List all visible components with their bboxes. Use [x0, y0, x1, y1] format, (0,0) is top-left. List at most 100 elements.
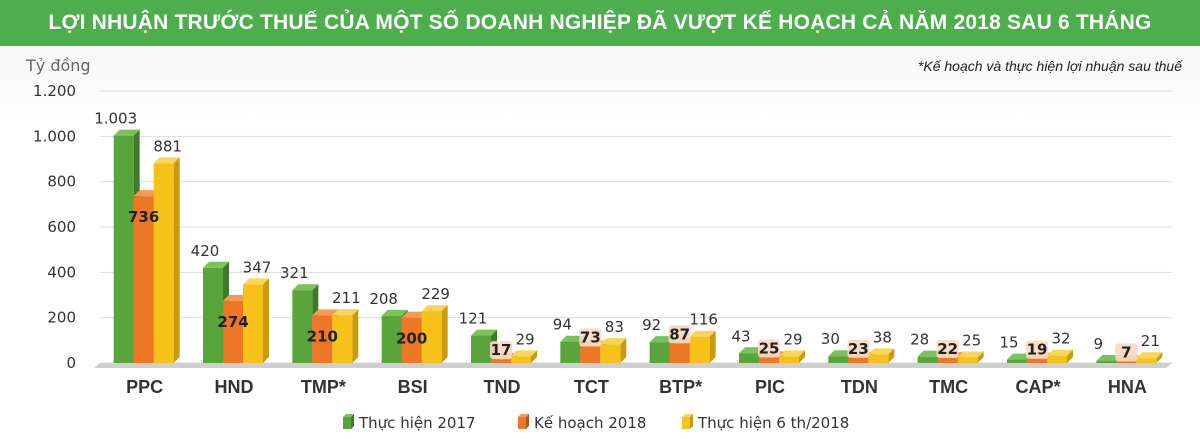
data-label: 29: [783, 330, 802, 348]
bar-top: [243, 278, 269, 285]
legend-label: Thực hiện 2017: [358, 414, 476, 432]
bar: [649, 342, 670, 363]
data-label: 29: [515, 330, 534, 348]
data-label: 121: [459, 310, 488, 328]
data-label: 200: [396, 330, 427, 348]
bar-top: [312, 309, 339, 316]
bar-side: [263, 278, 269, 363]
bar-side: [977, 351, 984, 363]
x-tick-label: HNA: [1108, 377, 1147, 397]
bar-top: [511, 350, 537, 357]
bar-side: [799, 350, 805, 363]
bar-top: [133, 190, 160, 197]
data-label: 73: [580, 328, 601, 346]
bar: [669, 343, 690, 363]
data-label: 28: [910, 331, 929, 349]
bar-top: [471, 329, 497, 336]
bar: [759, 357, 779, 363]
data-label: 32: [1051, 330, 1070, 348]
data-label-bg: [936, 340, 959, 359]
data-label: 116: [689, 311, 718, 329]
bar-top: [689, 330, 716, 337]
legend-swatch: [682, 417, 690, 429]
bar-top: [401, 311, 428, 318]
data-label: 15: [999, 334, 1018, 352]
legend-label: Kế hoạch 2018: [534, 414, 646, 432]
bar-top: [381, 309, 408, 316]
bar-top: [600, 338, 627, 345]
bar-top: [421, 305, 448, 312]
bar-top: [292, 284, 319, 291]
bar: [1096, 360, 1117, 363]
chart-title: LỢI NHUẬN TRƯỚC THUẾ CỦA MỘT SỐ DOANH NG…: [0, 0, 1200, 46]
data-label: 420: [191, 242, 220, 260]
y-tick-label: 200: [47, 309, 76, 327]
bar: [381, 315, 402, 363]
chart-note: *Kế hoạch và thực hiện lợi nhuận sau thu…: [917, 58, 1182, 74]
bar-side: [173, 157, 180, 363]
data-label: 736: [128, 208, 159, 226]
data-label: 274: [217, 313, 248, 331]
bar-top: [332, 309, 359, 316]
bar-top: [779, 350, 805, 357]
bar: [332, 315, 353, 363]
legend-swatch-side: [690, 414, 693, 429]
legend-swatch-side: [351, 414, 354, 429]
data-label: 92: [642, 316, 661, 334]
data-label: 9: [1094, 335, 1104, 353]
y-tick-label: 0: [66, 354, 76, 372]
bar: [223, 300, 243, 363]
data-label: 38: [873, 328, 892, 346]
data-label: 21: [1141, 332, 1160, 350]
data-label: 94: [553, 316, 572, 334]
bar-top: [868, 348, 895, 355]
x-tick-label: PPC: [126, 377, 163, 397]
legend-swatch-side: [526, 414, 529, 429]
data-label: 211: [332, 289, 361, 307]
data-label: 208: [369, 290, 398, 308]
bar-side: [1156, 352, 1163, 363]
y-tick-label: 1.000: [33, 127, 76, 145]
bar: [739, 353, 759, 363]
bar-top: [1047, 349, 1073, 356]
data-label-bg: [490, 341, 512, 360]
data-label: 19: [1027, 341, 1048, 359]
x-tick-label: TND: [484, 377, 521, 397]
bar: [937, 358, 958, 363]
legend-swatch-top: [518, 414, 529, 417]
bar: [600, 344, 621, 363]
x-tick-label: TMC: [929, 377, 968, 397]
data-label: 7: [1121, 343, 1131, 361]
y-tick-label: 800: [47, 173, 76, 191]
bar-top: [153, 157, 180, 164]
data-label: 25: [759, 339, 780, 357]
bar: [560, 341, 581, 363]
chart-floor: [94, 363, 1172, 368]
data-label: 23: [848, 340, 869, 358]
data-label: 17: [491, 341, 512, 359]
bar: [779, 356, 799, 363]
data-label-bg: [1026, 340, 1048, 359]
x-tick-label: TCT: [574, 377, 609, 397]
bar-top: [957, 351, 984, 358]
x-tick-label: TDN: [841, 377, 878, 397]
legend-swatch-top: [343, 414, 354, 417]
bar: [868, 354, 889, 363]
bar: [421, 311, 442, 363]
data-label: 87: [669, 325, 690, 343]
x-tick-label: HND: [215, 377, 254, 397]
data-label-bg: [1115, 343, 1138, 362]
x-tick-label: BTP*: [659, 377, 702, 397]
bar: [203, 267, 223, 363]
data-label-bg: [579, 328, 602, 347]
bar-side: [620, 338, 627, 363]
bar-side: [441, 305, 448, 363]
bar: [1007, 359, 1027, 363]
x-tick-label: CAP*: [1015, 377, 1060, 397]
data-label: 83: [605, 318, 624, 336]
bar: [848, 357, 869, 363]
bar: [580, 346, 601, 363]
x-tick-label: PIC: [755, 377, 785, 397]
